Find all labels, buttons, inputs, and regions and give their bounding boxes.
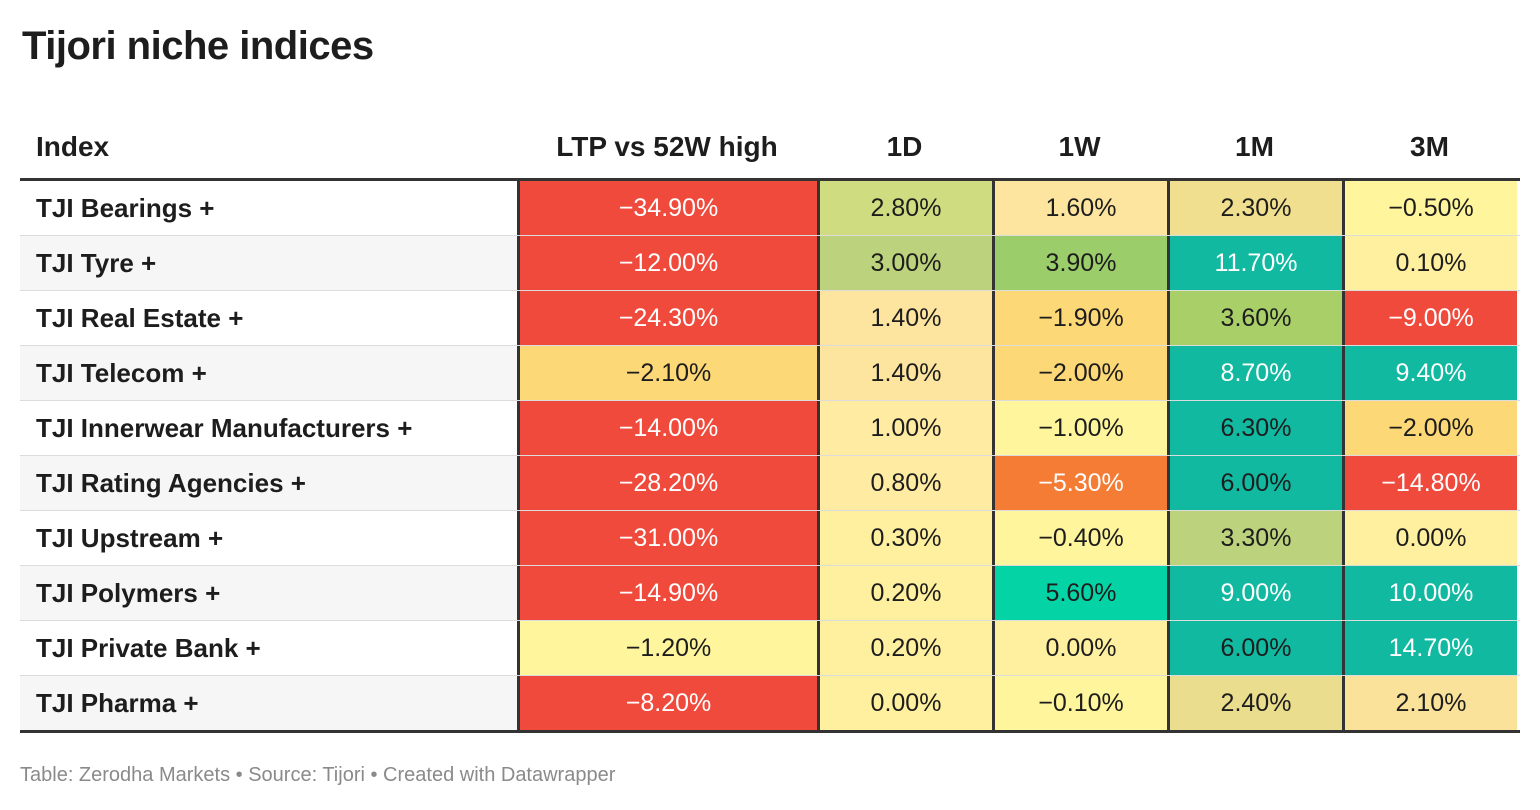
value-cell-1d: 1.00% <box>817 401 992 455</box>
column-header-1w[interactable]: 1W <box>1058 131 1101 162</box>
value-cell-1m: 6.30% <box>1167 401 1342 455</box>
value-cell-ltp-vs-52w-high: −34.90% <box>517 181 817 235</box>
value-cell-1m: 3.30% <box>1167 511 1342 565</box>
value-cell-1d: 0.20% <box>817 621 992 675</box>
value-cell-3m: 2.10% <box>1342 676 1517 730</box>
value-cell-1w: 0.00% <box>992 621 1167 675</box>
value-cell-1w: −2.00% <box>992 346 1167 400</box>
value-cell-1w: −0.10% <box>992 676 1167 730</box>
index-name-cell: TJI Private Bank + <box>20 621 517 675</box>
value-cell-ltp-vs-52w-high: −24.30% <box>517 291 817 345</box>
value-cell-1w: 5.60% <box>992 566 1167 620</box>
value-cell-1w: 3.90% <box>992 236 1167 290</box>
value-cell-1d: 3.00% <box>817 236 992 290</box>
value-cell-1w: −1.90% <box>992 291 1167 345</box>
index-name-cell: TJI Rating Agencies + <box>20 456 517 510</box>
index-name-cell: TJI Telecom + <box>20 346 517 400</box>
data-table: Index LTP vs 52W high 1D 1W 1M 3M TJI Be… <box>20 116 1520 733</box>
value-cell-ltp-vs-52w-high: −28.20% <box>517 456 817 510</box>
table-row: TJI Rating Agencies + −28.20% 0.80% −5.30% 6… <box>20 455 1520 510</box>
index-name-cell: TJI Tyre + <box>20 236 517 290</box>
value-cell-3m: −14.80% <box>1342 456 1517 510</box>
value-cell-ltp-vs-52w-high: −12.00% <box>517 236 817 290</box>
table-row: TJI Innerwear Manufacturers + −14.00% 1.00… <box>20 400 1520 455</box>
value-cell-3m: −0.50% <box>1342 181 1517 235</box>
value-cell-1d: 1.40% <box>817 291 992 345</box>
value-cell-ltp-vs-52w-high: −14.00% <box>517 401 817 455</box>
value-cell-1d: 0.20% <box>817 566 992 620</box>
value-cell-ltp-vs-52w-high: −1.20% <box>517 621 817 675</box>
footer-credits: Table: Zerodha Markets • Source: Tijori … <box>20 764 616 786</box>
value-cell-1d: 0.00% <box>817 676 992 730</box>
value-cell-3m: −2.00% <box>1342 401 1517 455</box>
value-cell-ltp-vs-52w-high: −31.00% <box>517 511 817 565</box>
value-cell-1m: 9.00% <box>1167 566 1342 620</box>
table-row: TJI Real Estate + −24.30% 1.40% −1.90% 3.60%… <box>20 290 1520 345</box>
value-cell-3m: 10.00% <box>1342 566 1517 620</box>
value-cell-ltp-vs-52w-high: −2.10% <box>517 346 817 400</box>
index-name-cell: TJI Upstream + <box>20 511 517 565</box>
column-header-1d[interactable]: 1D <box>886 131 923 162</box>
value-cell-1m: 11.70% <box>1167 236 1342 290</box>
index-name-cell: TJI Polymers + <box>20 566 517 620</box>
value-cell-ltp-vs-52w-high: −14.90% <box>517 566 817 620</box>
table-header-row: Index LTP vs 52W high 1D 1W 1M 3M <box>20 116 1520 178</box>
table-bottom-divider <box>20 730 1520 733</box>
value-cell-3m: 0.10% <box>1342 236 1517 290</box>
value-cell-1m: 6.00% <box>1167 456 1342 510</box>
table-row: TJI Pharma + −8.20% 0.00% −0.10% 2.40% 2.10% <box>20 675 1520 730</box>
value-cell-1m: 3.60% <box>1167 291 1342 345</box>
value-cell-1d: 2.80% <box>817 181 992 235</box>
column-header-3m[interactable]: 3M <box>1410 131 1449 162</box>
value-cell-ltp-vs-52w-high: −8.20% <box>517 676 817 730</box>
value-cell-1d: 0.30% <box>817 511 992 565</box>
column-header-index[interactable]: Index <box>36 131 110 162</box>
table-row: TJI Upstream + −31.00% 0.30% −0.40% 3.30% 0.0… <box>20 510 1520 565</box>
index-name-cell: TJI Bearings + <box>20 181 517 235</box>
value-cell-1m: 6.00% <box>1167 621 1342 675</box>
table-row: TJI Telecom + −2.10% 1.40% −2.00% 8.70% 9.40% <box>20 345 1520 400</box>
header-divider <box>20 178 1520 181</box>
value-cell-1w: −0.40% <box>992 511 1167 565</box>
table-row: TJI Private Bank + −1.20% 0.20% 0.00% 6.00% 1… <box>20 620 1520 675</box>
index-name-cell: TJI Real Estate + <box>20 291 517 345</box>
value-cell-1d: 0.80% <box>817 456 992 510</box>
index-name-cell: TJI Innerwear Manufacturers + <box>20 401 517 455</box>
value-cell-1m: 8.70% <box>1167 346 1342 400</box>
column-header-1m[interactable]: 1M <box>1235 131 1274 162</box>
value-cell-1m: 2.30% <box>1167 181 1342 235</box>
page-title: Tijori niche indices <box>22 24 374 68</box>
value-cell-3m: −9.00% <box>1342 291 1517 345</box>
value-cell-3m: 9.40% <box>1342 346 1517 400</box>
table-body: TJI Bearings + −34.90% 2.80% 1.60% 2.30% −0.5… <box>20 181 1520 730</box>
column-header-ltp-vs-52w-high[interactable]: LTP vs 52W high <box>556 131 778 162</box>
index-name-cell: TJI Pharma + <box>20 676 517 730</box>
table-row: TJI Polymers + −14.90% 0.20% 5.60% 9.00% 10.0… <box>20 565 1520 620</box>
table-row: TJI Tyre + −12.00% 3.00% 3.90% 11.70% 0.10% <box>20 235 1520 290</box>
table-row: TJI Bearings + −34.90% 2.80% 1.60% 2.30% −0.5… <box>20 181 1520 235</box>
value-cell-1m: 2.40% <box>1167 676 1342 730</box>
value-cell-1w: −5.30% <box>992 456 1167 510</box>
value-cell-3m: 0.00% <box>1342 511 1517 565</box>
value-cell-1w: −1.00% <box>992 401 1167 455</box>
value-cell-1w: 1.60% <box>992 181 1167 235</box>
value-cell-1d: 1.40% <box>817 346 992 400</box>
value-cell-3m: 14.70% <box>1342 621 1517 675</box>
